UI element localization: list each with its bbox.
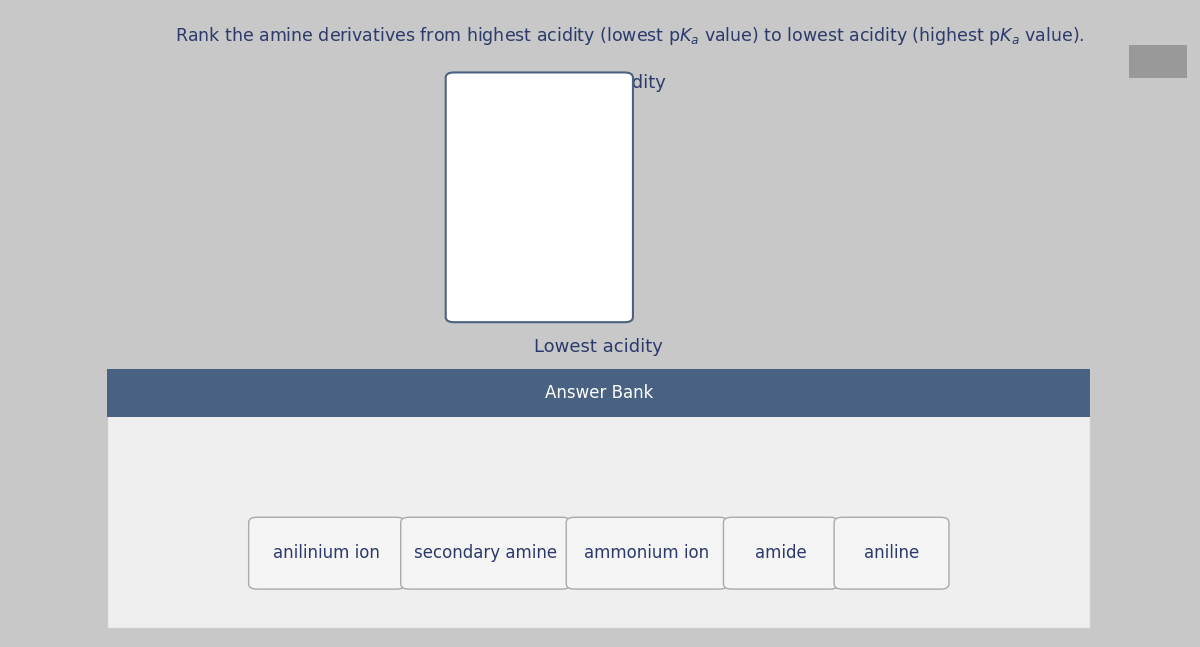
FancyBboxPatch shape [834, 518, 949, 589]
Bar [1128, 45, 1187, 78]
Text: amide: amide [755, 544, 806, 562]
FancyBboxPatch shape [401, 518, 570, 589]
Text: secondary amine: secondary amine [414, 544, 557, 562]
Text: ammonium ion: ammonium ion [584, 544, 709, 562]
FancyBboxPatch shape [566, 518, 727, 589]
FancyBboxPatch shape [248, 518, 404, 589]
Text: Highest acidity: Highest acidity [532, 74, 666, 93]
Text: Lowest acidity: Lowest acidity [534, 338, 664, 356]
Text: Rank the amine derivatives from highest acidity (lowest p$K_a$ value) to lowest : Rank the amine derivatives from highest … [175, 25, 1084, 47]
Text: aniline: aniline [864, 544, 919, 562]
Bar [108, 369, 1090, 417]
Text: anilinium ion: anilinium ion [274, 544, 380, 562]
FancyBboxPatch shape [724, 518, 839, 589]
Text: Answer Bank: Answer Bank [545, 384, 653, 402]
FancyBboxPatch shape [445, 72, 632, 322]
FancyBboxPatch shape [108, 369, 1090, 628]
